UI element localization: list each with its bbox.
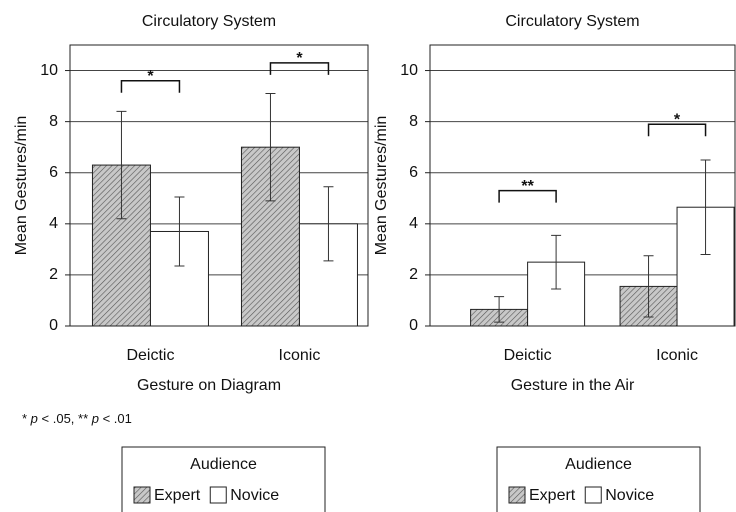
footnote-part: p: [30, 411, 38, 426]
significance-bracket: [498, 189, 557, 203]
footnote-part: < .05, **: [38, 411, 92, 426]
significance-label: *: [296, 50, 303, 67]
significance-label: *: [674, 111, 681, 128]
significance-label: **: [521, 178, 534, 195]
y-tick-label: 10: [400, 62, 418, 79]
error-bar: [116, 110, 127, 220]
y-tick-label: 0: [409, 317, 418, 334]
y-tick-label: 4: [409, 215, 418, 232]
y-tick-label: 8: [49, 113, 58, 130]
significance-label: *: [147, 68, 154, 85]
x-tick-label: Iconic: [279, 347, 321, 364]
error-bar: [174, 196, 185, 267]
legend-label: Novice: [605, 487, 654, 504]
legend-swatch: [209, 486, 227, 504]
y-tick-label: 2: [49, 266, 58, 283]
x-tick-label: Deictic: [126, 347, 174, 364]
error-bar: [700, 159, 711, 255]
plot-frame: [69, 44, 369, 327]
legend-swatch: [508, 486, 526, 504]
legend-title: Audience: [190, 456, 257, 473]
legend-label: Expert: [154, 487, 201, 504]
error-bar: [323, 186, 334, 262]
footnote-part: < .01: [99, 411, 132, 426]
chart-title: Circulatory System: [142, 13, 276, 30]
footnote-part: *: [22, 411, 31, 426]
y-tick-label: 4: [49, 215, 58, 232]
y-tick-label: 8: [409, 113, 418, 130]
significance-bracket: [647, 123, 707, 137]
y-tick-label: 10: [40, 62, 58, 79]
y-tick-label: 6: [49, 164, 58, 181]
y-tick-label: 2: [409, 266, 418, 283]
x-tick-label: Iconic: [656, 347, 698, 364]
legend-label: Expert: [529, 487, 576, 504]
y-axis-label: Mean Gestures/min: [13, 116, 30, 256]
significance-bracket: [269, 62, 330, 75]
legend-title: Audience: [565, 456, 632, 473]
footnote-part: p: [91, 411, 99, 426]
legend-swatch: [584, 486, 602, 504]
error-bar: [643, 255, 654, 318]
y-axis-label: Mean Gestures/min: [373, 116, 390, 256]
x-axis-label: Gesture on Diagram: [137, 377, 281, 394]
error-bar: [551, 234, 562, 290]
legend-swatch: [133, 486, 151, 504]
footnote: * p < .05, ** p < .01: [22, 411, 132, 426]
y-tick-label: 0: [49, 317, 58, 334]
x-tick-label: Deictic: [504, 347, 552, 364]
significance-bracket: [120, 80, 181, 93]
legend-label: Novice: [230, 487, 279, 504]
y-tick-label: 6: [409, 164, 418, 181]
error-bar: [494, 296, 505, 323]
chart-title: Circulatory System: [505, 13, 639, 30]
error-bar: [265, 93, 276, 202]
x-axis-label: Gesture in the Air: [511, 377, 635, 394]
